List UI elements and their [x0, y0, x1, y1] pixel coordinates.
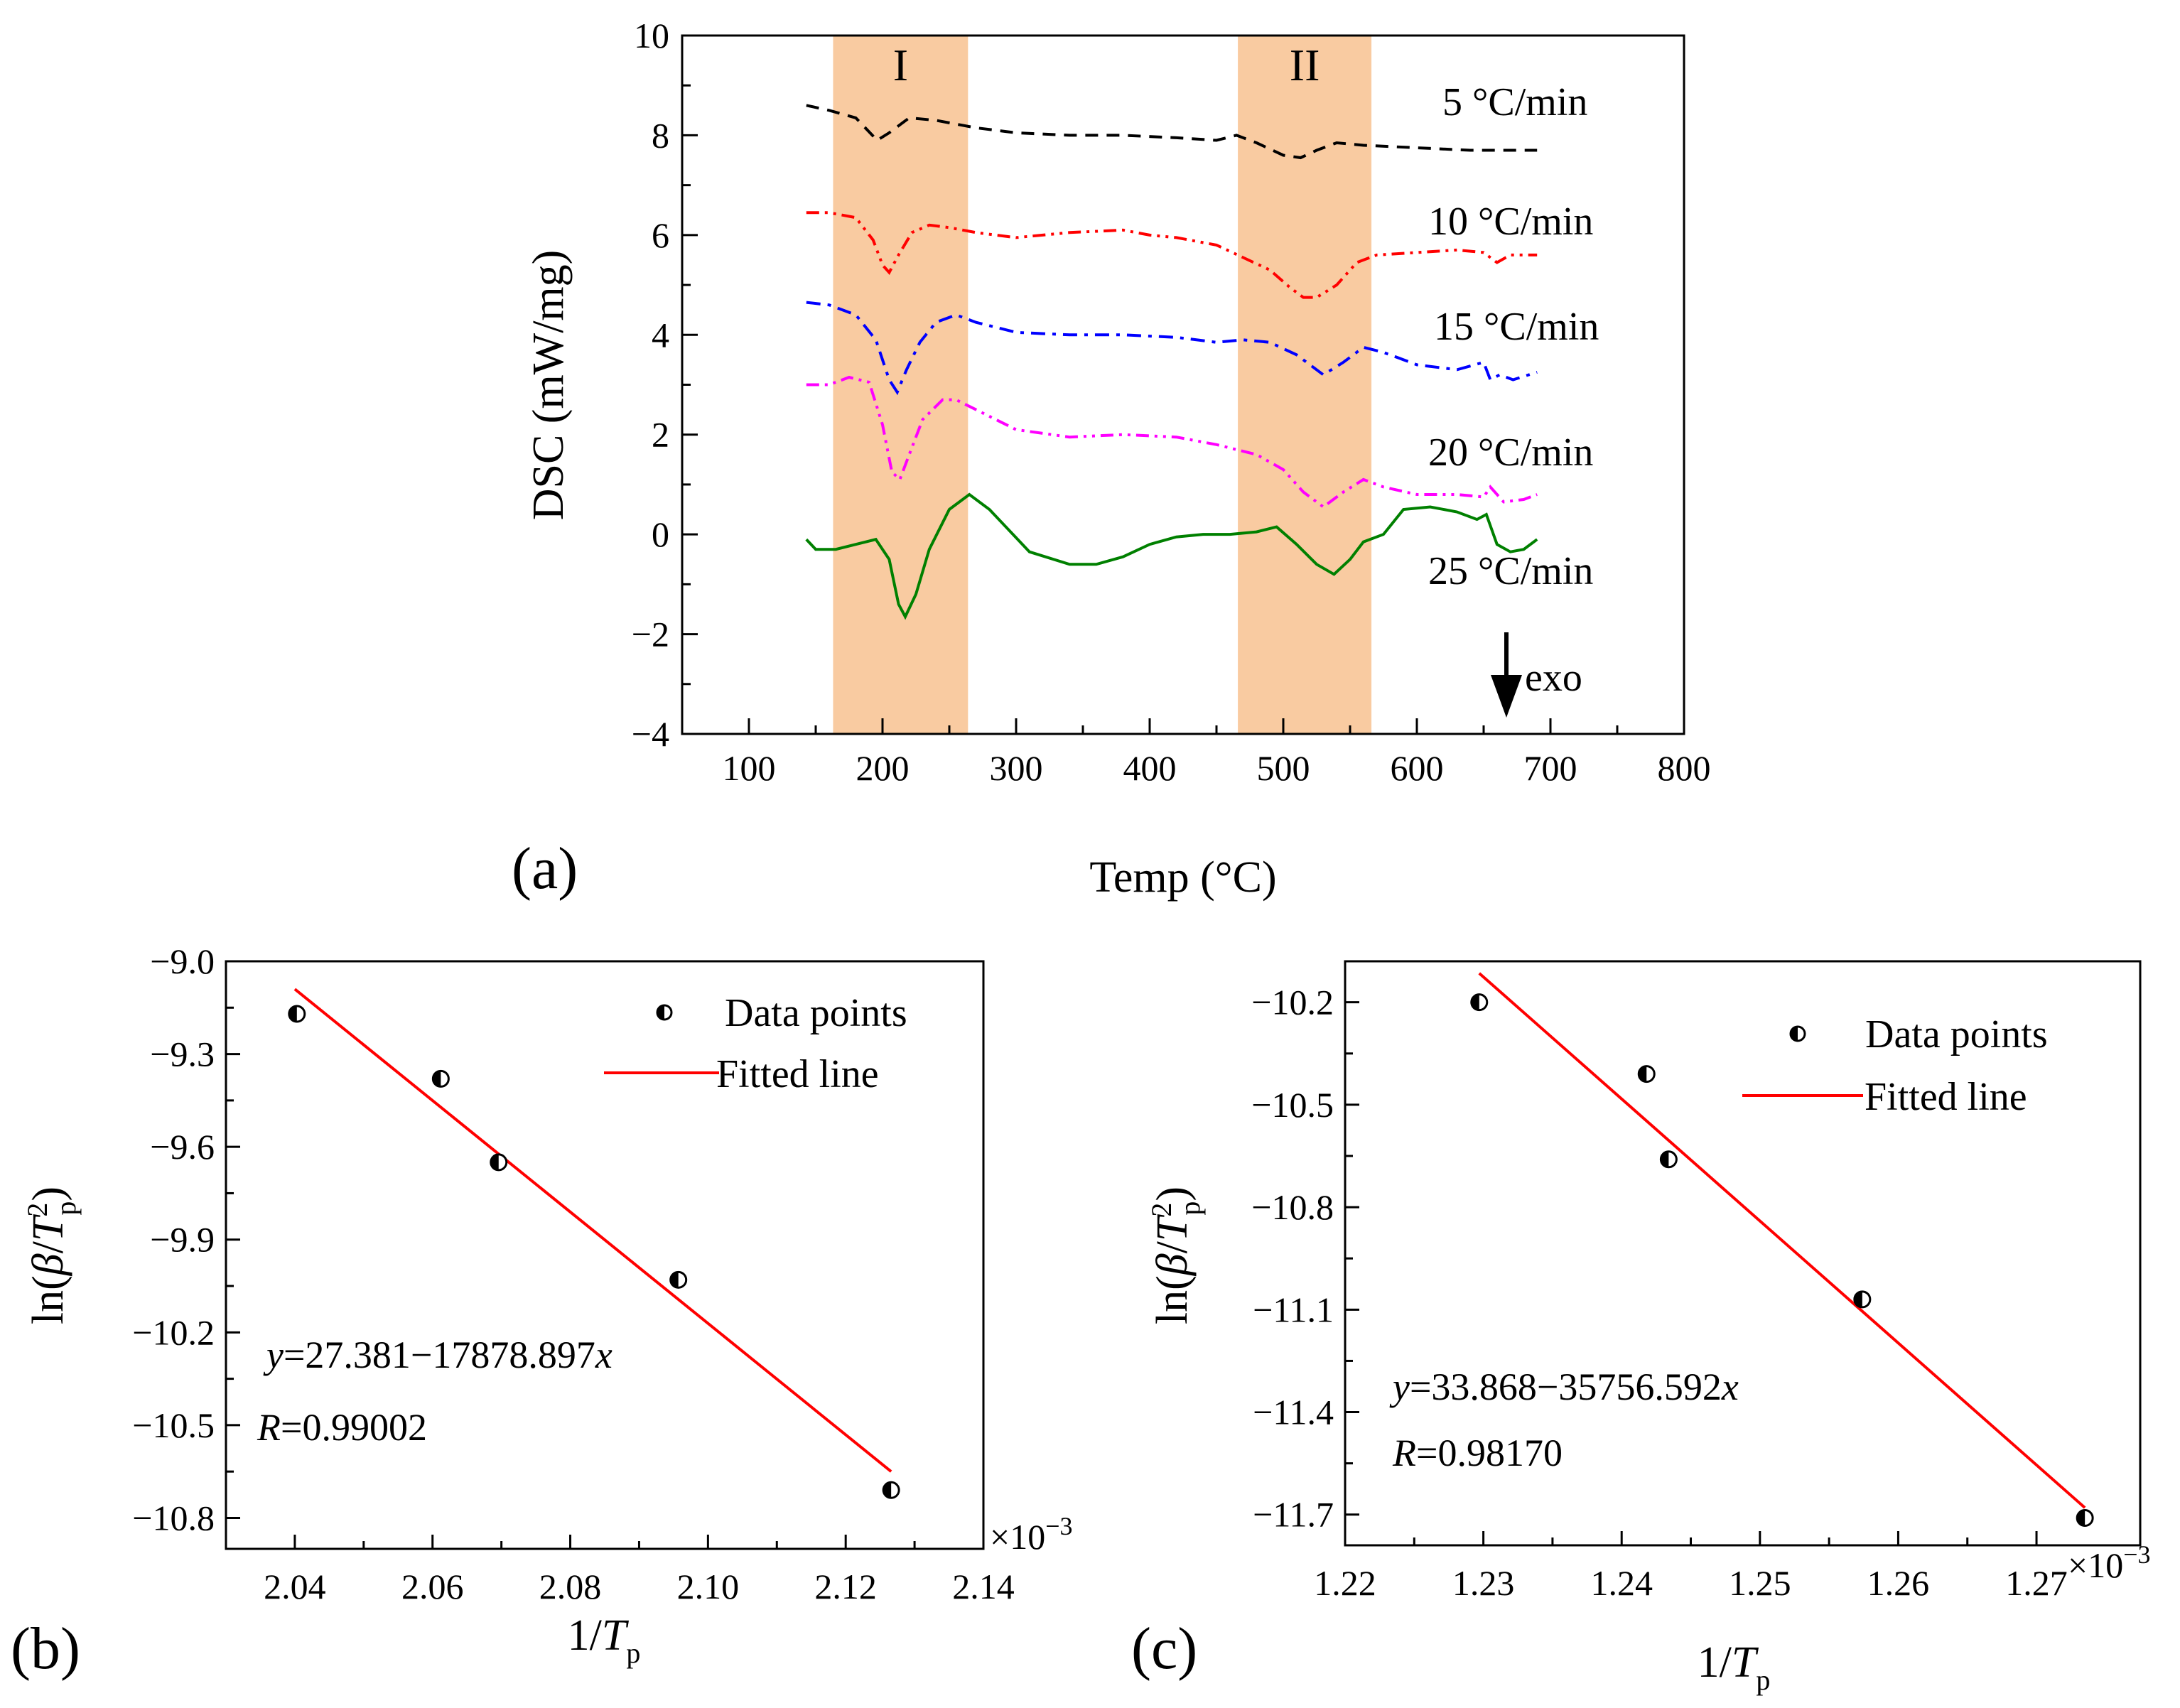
panel-a-y-axis-title: DSC (mW/mg): [524, 250, 573, 521]
x-tick-label: 1.24: [1590, 1563, 1653, 1603]
panel-c-kissinger-plot-ii: 1.22 1.23 1.24 1.25 1.26 1.27 −10.2 −10.5 −10.8…: [1131, 960, 2151, 1696]
panel-c-equation: y=33.868−35756.592x: [1389, 1366, 1739, 1408]
y-tick-label: −10.2: [132, 1312, 215, 1352]
fitted-line: [1478, 972, 2086, 1509]
x-tick-label: 800: [1658, 748, 1711, 788]
panel-c-multiplier: ×10−3: [2068, 1540, 2151, 1585]
region-label-ii: II: [1290, 40, 1320, 90]
exo-arrow-icon: [1491, 632, 1522, 718]
x-tick-label: 700: [1524, 748, 1577, 788]
x-tick-label: 1.23: [1452, 1563, 1515, 1603]
panel-a-plot-frame: [681, 34, 1685, 735]
shaded-region-1: [833, 36, 968, 734]
x-tick-label: 100: [723, 748, 776, 788]
x-tick-label: 500: [1257, 748, 1310, 788]
y-tick-label: −9.6: [150, 1127, 215, 1167]
data-point: [1659, 1150, 1678, 1169]
x-tick-label: 2.14: [952, 1567, 1015, 1606]
data-point: [669, 1270, 688, 1289]
y-tick-label: −4: [632, 714, 669, 754]
y-tick-label: −11.4: [1253, 1393, 1334, 1432]
data-point: [288, 1005, 306, 1023]
panel-b-kissinger-plot-i: 2.04 2.06 2.08 2.10 2.12 2.14 −9.0 −9.3 −9.6 −9.…: [11, 941, 1073, 1682]
panel-b-x-axis-title: 1/Tp: [568, 1611, 641, 1669]
panel-c-x-axis-title: 1/Tp: [1698, 1638, 1771, 1696]
y-tick-label: −10.5: [1251, 1085, 1334, 1125]
panel-a-label: (a): [512, 836, 578, 902]
fitted-line: [293, 988, 892, 1473]
x-tick-label: 2.04: [264, 1567, 326, 1606]
y-tick-label: −10.2: [1251, 983, 1334, 1022]
data-point: [882, 1481, 900, 1499]
panel-a-dsc-chart: 100 200 300 400 500 600 700 800 −4 −2 0 2 4 6 8 10 I I…: [512, 16, 1711, 902]
data-point: [1637, 1065, 1656, 1083]
y-tick-label: −10.8: [132, 1498, 215, 1537]
dsc-curve-5-c-min: [806, 104, 1538, 160]
legend-point-marker-icon: [656, 1004, 673, 1021]
data-point: [2076, 1509, 2094, 1528]
panel-b-plot-frame: [225, 960, 985, 1550]
panel-c-y-axis-title: ln(β/T2p): [1145, 1187, 1206, 1324]
x-tick-label: 2.12: [814, 1567, 877, 1606]
x-tick-label: 400: [1123, 748, 1177, 788]
dsc-curve-10-c-min: [806, 211, 1538, 299]
panel-b-y-axis-title: ln(β/T2p): [21, 1187, 82, 1324]
curve-label-25: 25 °C/min: [1428, 549, 1593, 593]
x-tick-label: 300: [990, 748, 1043, 788]
x-tick-label: 2.10: [677, 1567, 740, 1606]
y-tick-label: −10.5: [132, 1405, 215, 1445]
y-tick-label: −9.3: [150, 1034, 215, 1074]
legend-fitted-line: Fitted line: [1865, 1075, 2027, 1119]
shaded-region-2: [1238, 36, 1372, 734]
legend-data-points: Data points: [725, 991, 907, 1035]
x-tick-label: 1.27: [2005, 1563, 2068, 1603]
panel-b-legend: Data points Fitted line: [604, 991, 907, 1096]
y-tick-label: 0: [652, 514, 669, 554]
data-point: [490, 1153, 508, 1172]
x-tick-label: 1.26: [1867, 1563, 1930, 1603]
panel-c-legend: Data points Fitted line: [1742, 1012, 2048, 1119]
dsc-curve-20-c-min: [806, 375, 1538, 509]
dsc-curve-25-c-min: [805, 492, 1538, 620]
panel-b-multiplier: ×10−3: [990, 1512, 1073, 1557]
exo-annotation: exo: [1525, 656, 1582, 700]
data-point: [431, 1069, 450, 1088]
x-tick-label: 2.08: [539, 1567, 602, 1606]
curve-label-15: 15 °C/min: [1434, 305, 1599, 349]
y-tick-label: −10.8: [1251, 1187, 1334, 1227]
data-point: [1470, 993, 1489, 1012]
curve-label-20: 20 °C/min: [1428, 431, 1593, 475]
panel-b-label: (b): [11, 1616, 80, 1682]
y-tick-label: 2: [652, 415, 669, 455]
y-tick-label: 10: [634, 16, 669, 55]
panel-b-r-value: R=0.99002: [257, 1406, 427, 1449]
panel-b-equation: y=27.381−17878.897x: [263, 1334, 613, 1376]
x-tick-label: 2.06: [401, 1567, 464, 1606]
data-point: [1853, 1290, 1872, 1309]
legend-data-points: Data points: [1865, 1012, 2048, 1056]
y-tick-label: 4: [652, 315, 669, 355]
panel-c-label: (c): [1131, 1616, 1197, 1682]
y-tick-label: −9.0: [150, 941, 215, 981]
legend-point-marker-icon: [1789, 1025, 1806, 1042]
y-tick-label: −9.9: [150, 1220, 215, 1260]
y-tick-label: −2: [632, 615, 669, 654]
legend-fitted-line: Fitted line: [716, 1052, 879, 1096]
region-label-i: I: [893, 40, 908, 90]
curve-label-10: 10 °C/min: [1428, 200, 1593, 244]
y-tick-label: 8: [652, 115, 669, 155]
dsc-curve-15-c-min: [806, 301, 1538, 396]
y-tick-label: −11.1: [1253, 1290, 1334, 1329]
panel-c-plot-frame: [1344, 960, 2142, 1547]
y-tick-label: −11.7: [1253, 1495, 1334, 1535]
x-tick-label: 1.22: [1314, 1563, 1376, 1603]
panel-c-r-value: R=0.98170: [1392, 1432, 1563, 1474]
x-tick-label: 600: [1391, 748, 1444, 788]
curve-label-5: 5 °C/min: [1442, 80, 1587, 124]
x-tick-label: 200: [856, 748, 910, 788]
y-tick-label: 6: [652, 215, 669, 255]
panel-a-x-axis-title: Temp (°C): [1089, 853, 1276, 902]
x-tick-label: 1.25: [1729, 1563, 1791, 1603]
